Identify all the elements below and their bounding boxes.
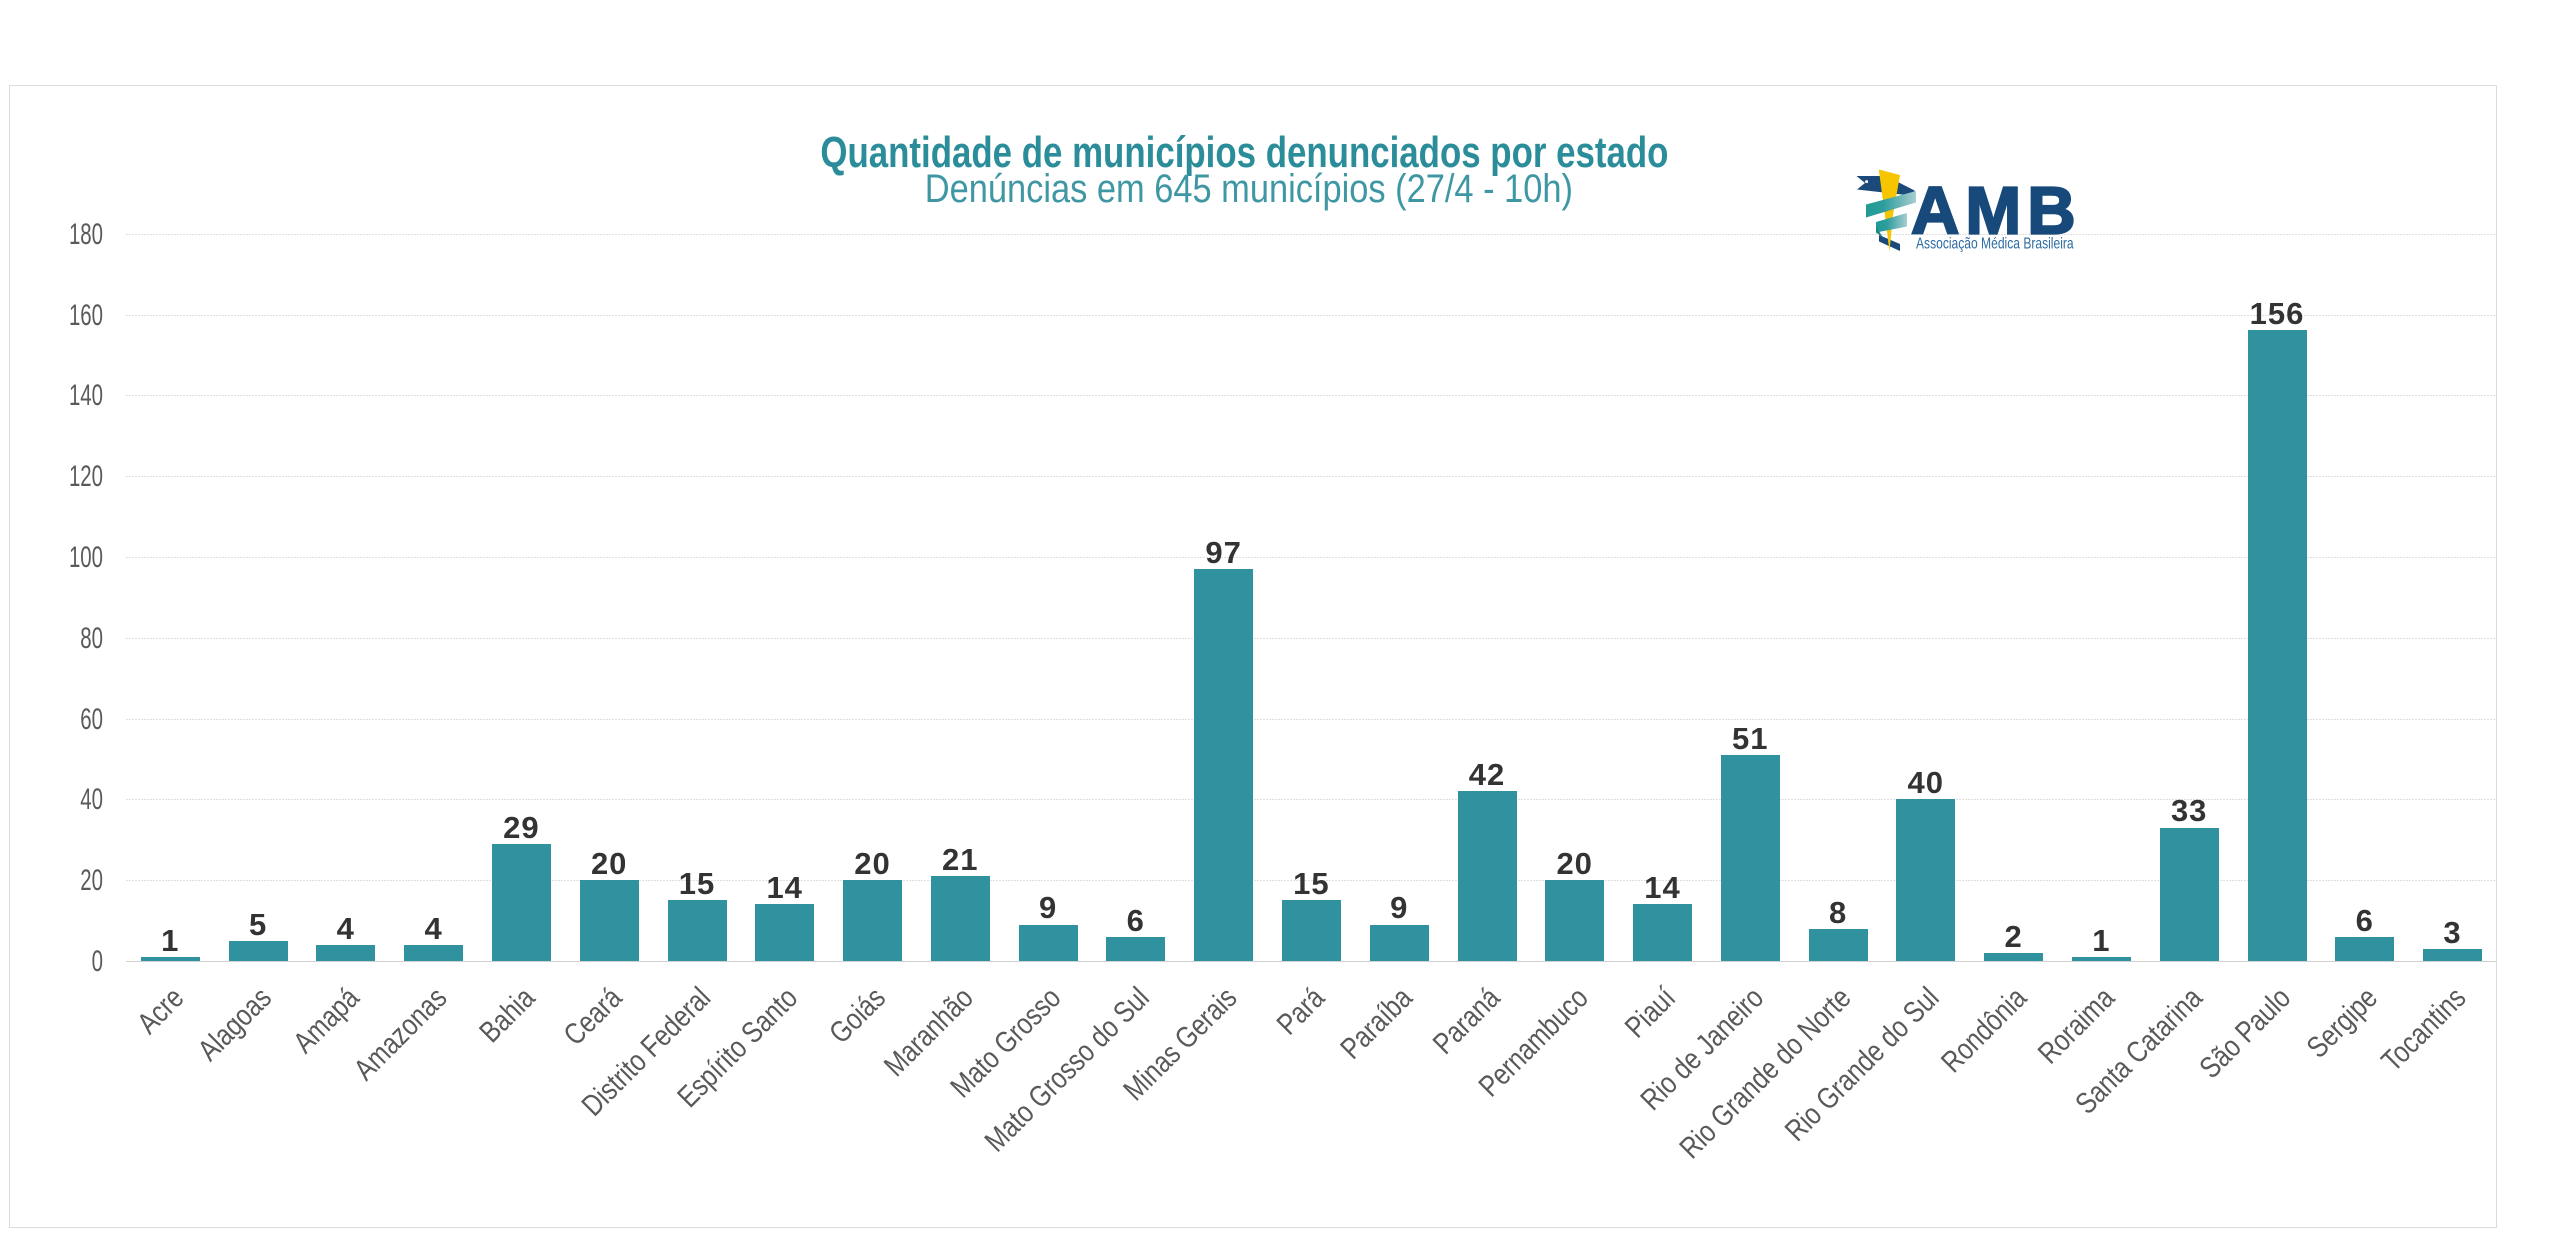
svg-text:Associação Médica Brasileira: Associação Médica Brasileira xyxy=(1916,234,2074,252)
svg-text:AMB: AMB xyxy=(1911,174,2082,249)
